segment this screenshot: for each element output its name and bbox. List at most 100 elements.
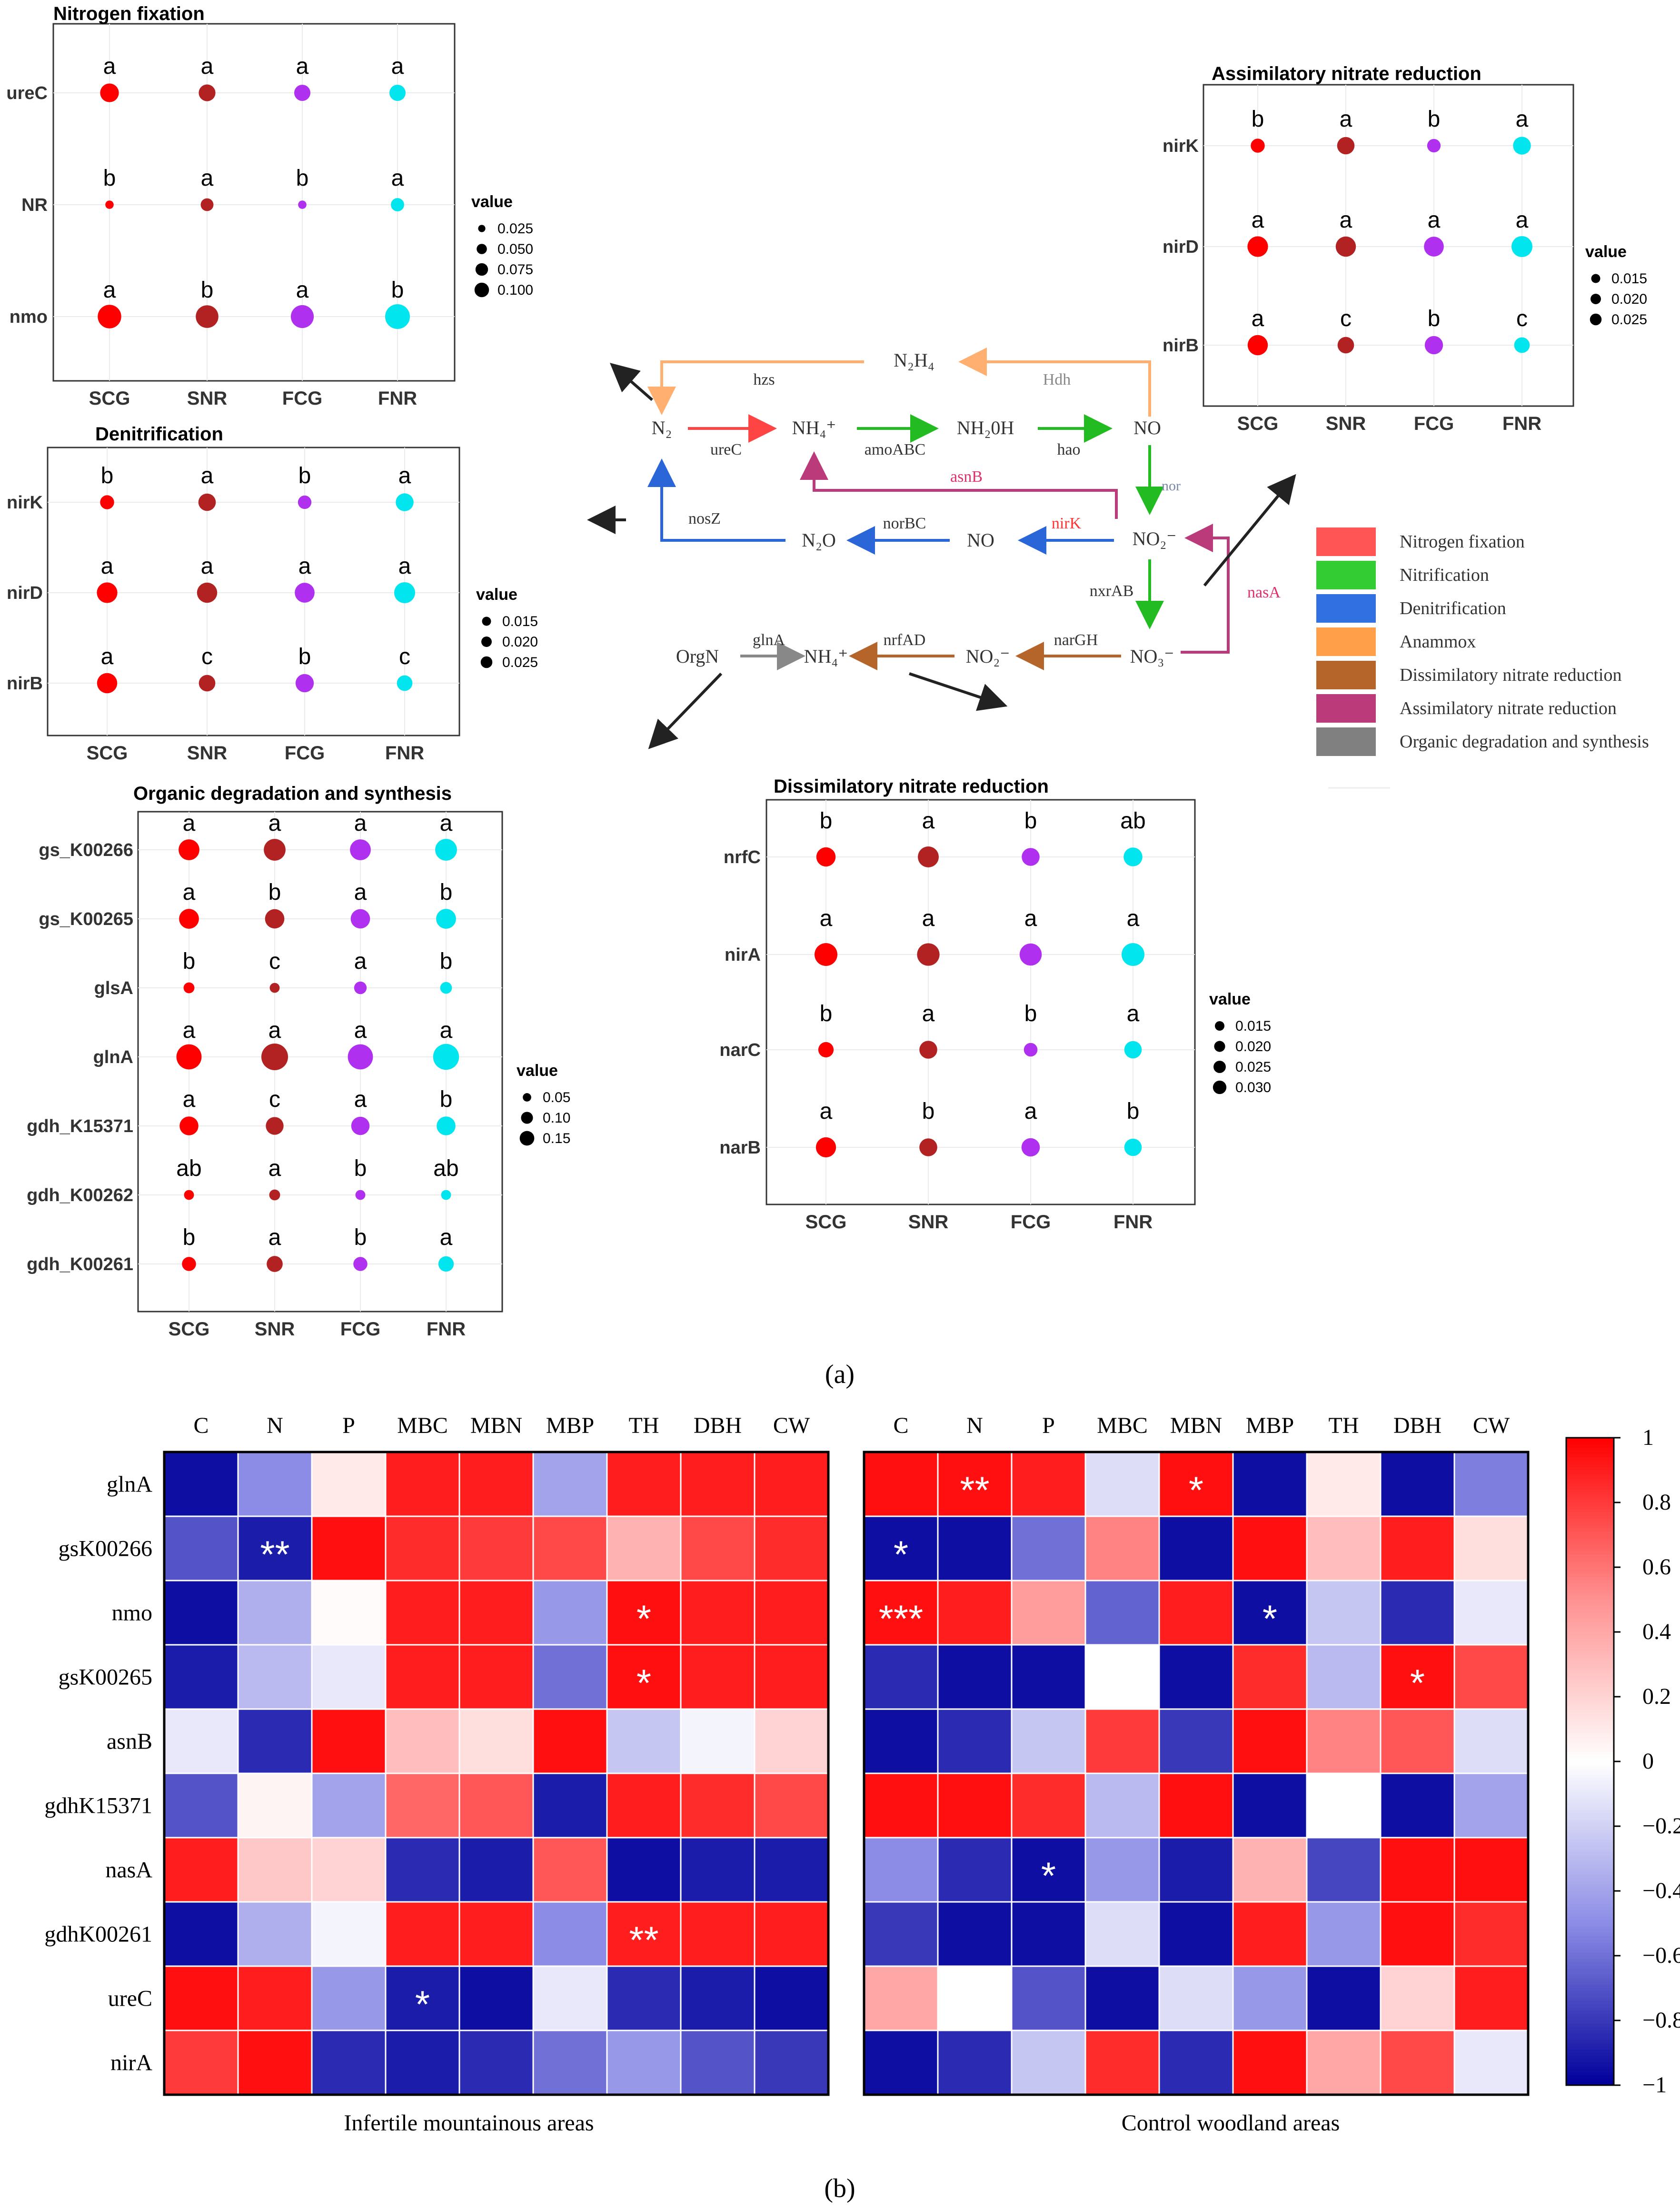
significance-letter: b [440, 949, 453, 974]
colorbar-segment [1566, 1658, 1614, 1662]
dot-point [394, 582, 415, 603]
colorbar-segment [1566, 1998, 1614, 2002]
heatmap-cell [1084, 1515, 1160, 1581]
significance-letter: ab [433, 1156, 458, 1181]
node-no3: NO₃⁻ [1130, 646, 1174, 667]
heatmap-cell [1453, 1965, 1529, 2031]
heatmap-cell [937, 1965, 1013, 2031]
y-tick-label: nirK [7, 493, 43, 513]
heatmap-cell [1158, 1580, 1234, 1646]
dot-point [350, 909, 370, 929]
dot-point [179, 909, 199, 929]
significance-stars: * [636, 1598, 651, 1640]
heatmap-cell [606, 1580, 682, 1646]
dot-point [298, 200, 307, 209]
legend-swatch [1316, 627, 1376, 656]
heatmap-cell [1011, 2029, 1086, 2096]
heatmap-infertile: C N P MBC MBN MBP TH DBH CW glnA gsK00266 nmo gsK002… [44, 1413, 830, 2136]
colorbar-segment [1566, 1972, 1614, 1976]
heatmap-cell [311, 1837, 387, 1903]
dot-point [179, 839, 199, 860]
heatmap-colorbar: 1 0.8 0.6 0.4 0.2 0 −0.2 −0.4 −0.6 −0.8 −1 [1565, 1425, 1680, 2098]
heatmap-cell [532, 1708, 608, 1774]
heatmap-cell [385, 1901, 460, 1967]
significance-letter: a [391, 166, 404, 191]
colorbar-segment [1566, 1632, 1614, 1636]
colorbar-segment [1566, 1467, 1614, 1471]
x-tick-label: SCG [805, 1212, 847, 1233]
heatmap-cell [937, 1580, 1013, 1646]
heatmap-cell [680, 1580, 756, 1646]
heatmap-cell [1306, 2029, 1382, 2096]
dot-point [397, 675, 413, 691]
heatmap-cell [1232, 1965, 1308, 2031]
heatmap-cell [863, 2029, 939, 2096]
significance-letter: a [398, 554, 411, 579]
node-nh4-top: NH₄⁺ [792, 417, 836, 438]
colorbar-segment [1566, 1602, 1614, 1607]
y-tick-label: glnA [93, 1047, 133, 1067]
heatmap-cell [754, 2029, 829, 2096]
dot-point [298, 495, 312, 509]
colorbar-segment [1566, 1926, 1614, 1930]
heatmap-cell [754, 1451, 829, 1517]
colorbar-segment [1566, 2046, 1614, 2050]
colorbar-segment [1566, 1554, 1614, 1558]
heatmap-cell [1011, 1644, 1086, 1710]
heatmap-column-label: MBP [546, 1413, 594, 1438]
heatmap-cell [163, 1644, 239, 1710]
colorbar-segment [1566, 2033, 1614, 2037]
heatmap-cell [1306, 1901, 1382, 1967]
y-tick-label: gs_K00266 [39, 840, 133, 860]
significance-letter: b [183, 949, 196, 974]
heatmap-cell [311, 1644, 387, 1710]
colorbar-segment [1566, 1897, 1614, 1901]
dot-point [1123, 847, 1143, 866]
heatmap-cell [606, 2029, 682, 2096]
colorbar-segment [1566, 1480, 1614, 1484]
heatmap-cell [680, 1772, 756, 1839]
colorbar-segment [1566, 1664, 1614, 1668]
legend-size-label: 0.020 [1235, 1039, 1271, 1054]
heatmap-cell [532, 1515, 608, 1581]
heatmap-column-label: MBC [1097, 1413, 1148, 1438]
significance-letter: a [1340, 107, 1352, 132]
colorbar-segment [1566, 1949, 1614, 1953]
colorbar-segment [1566, 1583, 1614, 1587]
significance-letter: c [399, 644, 410, 669]
significance-letter: a [391, 54, 404, 79]
legend-label: Dissimilatory nitrate reduction [1400, 665, 1621, 685]
heatmap-column-label: CW [1473, 1413, 1510, 1438]
colorbar-segment [1566, 1878, 1614, 1882]
significance-letter: ab [1120, 808, 1145, 834]
heatmap-cell [163, 1965, 239, 2031]
x-tick-label: SCG [87, 743, 128, 764]
heatmap-cell [385, 1644, 460, 1710]
dot-point [196, 305, 219, 328]
dot-point [350, 839, 371, 860]
legend-size-dot [475, 263, 488, 276]
colorbar-segment [1566, 1794, 1614, 1798]
legend-size-label: 0.100 [497, 282, 533, 298]
heatmap-cell [606, 1965, 682, 2031]
colorbar-segment [1566, 1528, 1614, 1532]
heatmap-cell [754, 1708, 829, 1774]
panel-title: Dissimilatory nitrate reduction [774, 776, 1049, 797]
dot-point [198, 493, 216, 511]
colorbar-segment [1566, 1606, 1614, 1610]
heatmap-column-label: TH [1329, 1413, 1359, 1438]
heatmap-frame [163, 1451, 830, 2096]
dot-point [435, 839, 457, 861]
significance-letter: ab [176, 1156, 201, 1181]
significance-letter: a [101, 554, 114, 579]
colorbar-segment [1566, 2079, 1614, 2083]
dot-point [1019, 943, 1042, 966]
heatmap-cell [1453, 1708, 1529, 1774]
dot-point [1337, 337, 1354, 354]
heatmap-cell [1306, 1644, 1382, 1710]
colorbar-segment [1566, 1489, 1614, 1493]
colorbar-segment [1566, 2082, 1614, 2086]
colorbar-segment [1566, 1463, 1614, 1468]
colorbar-segment [1566, 1810, 1614, 1814]
colorbar-segment [1566, 2075, 1614, 2079]
